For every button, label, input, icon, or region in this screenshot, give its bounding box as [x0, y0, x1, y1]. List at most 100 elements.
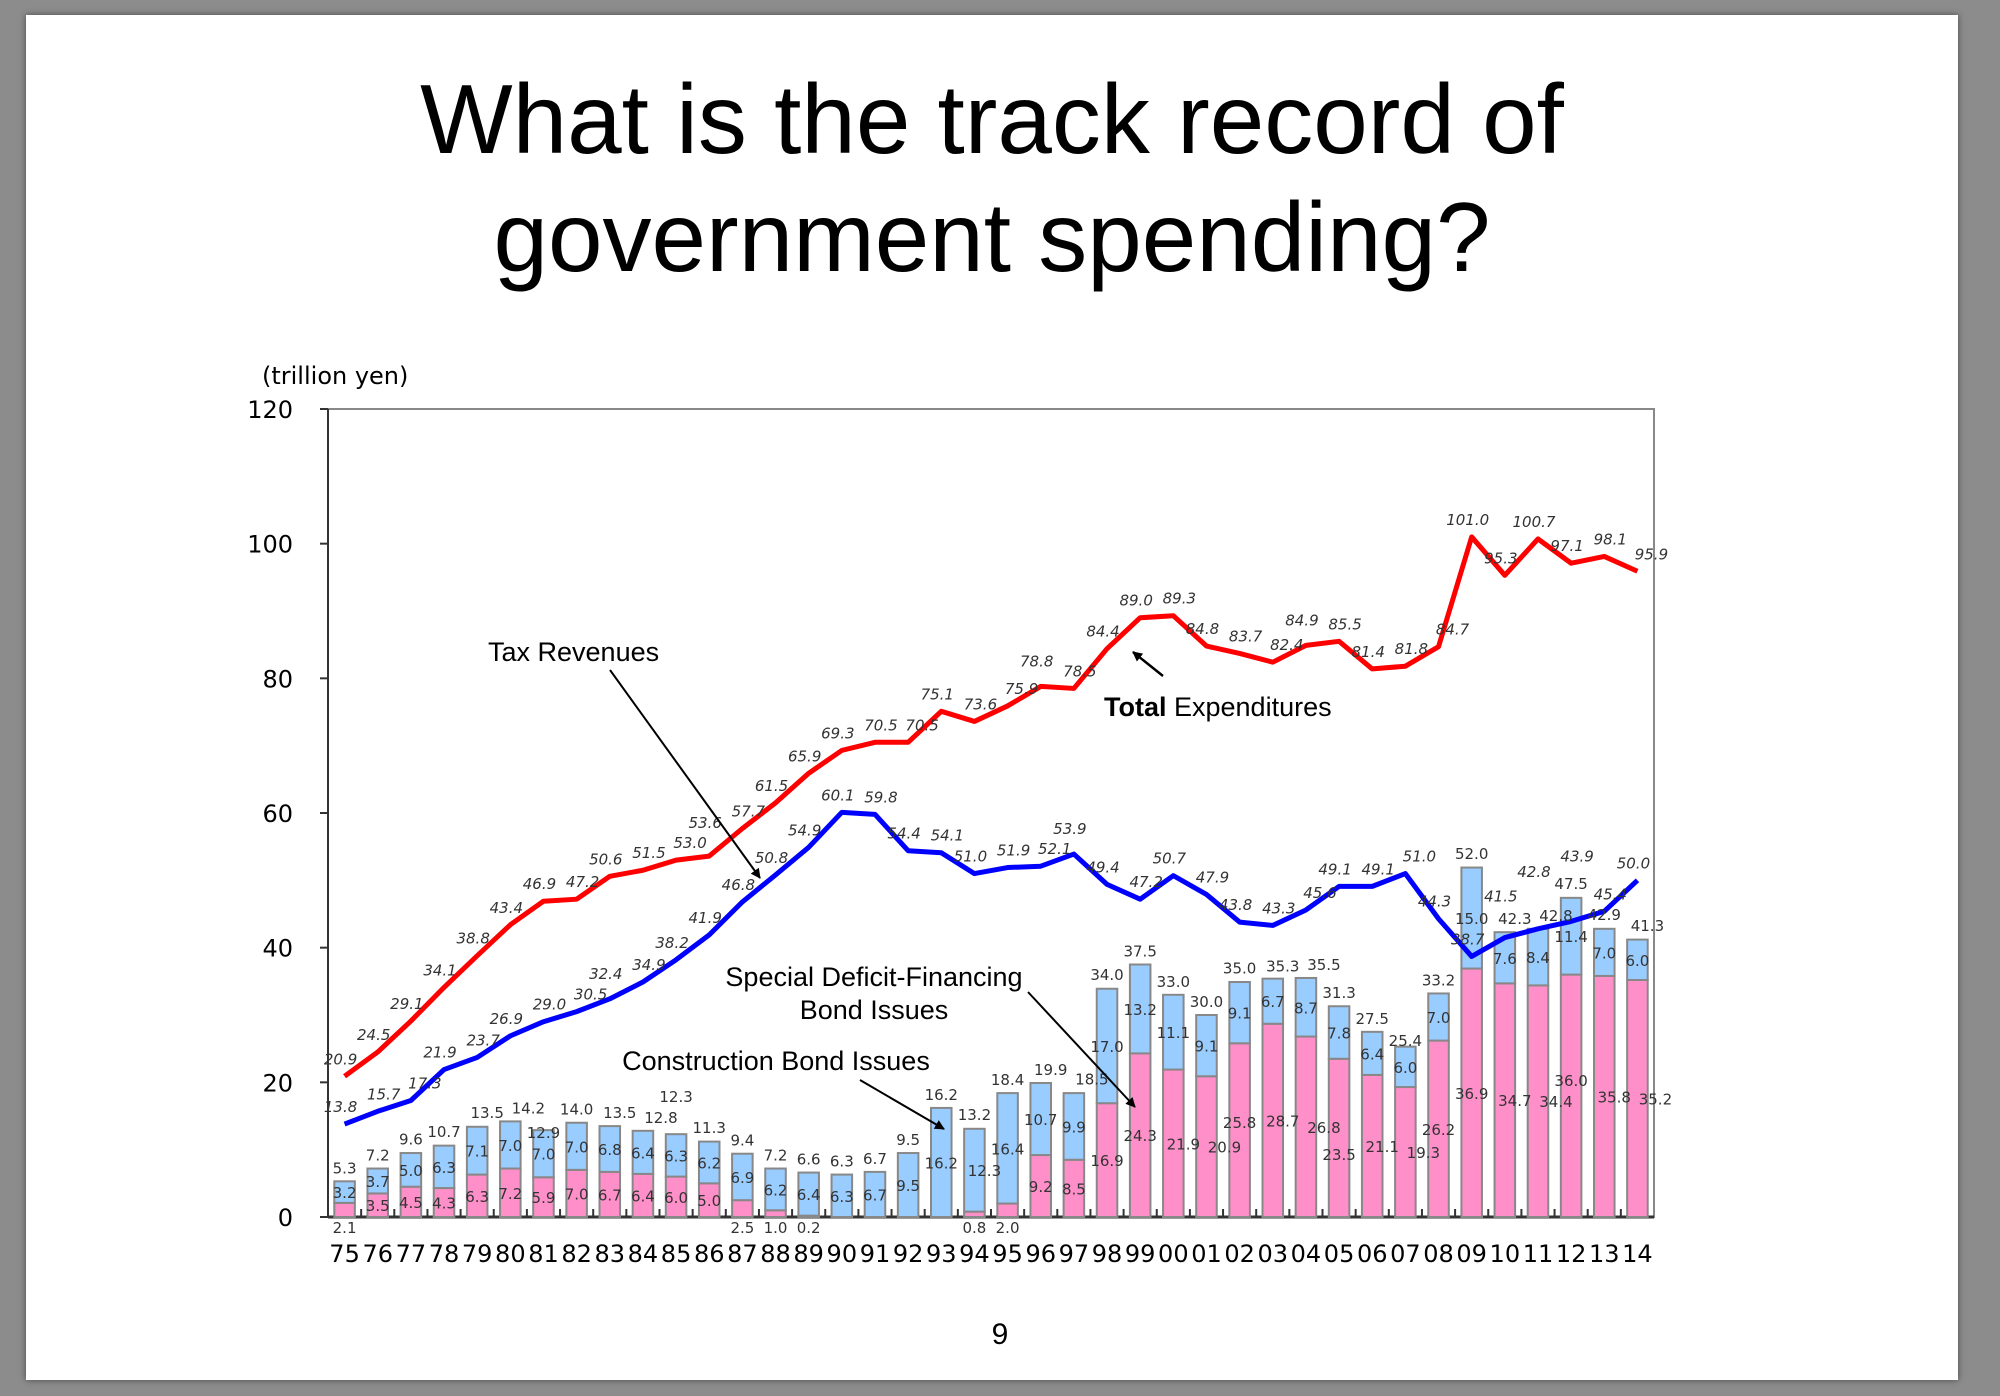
total-expenditures-value-label: 85.5 [1328, 615, 1361, 633]
bond-total-label: 52.0 [1455, 845, 1488, 863]
construction-bond-bar [333, 1180, 356, 1204]
tax-revenues-value-label: 54.4 [887, 825, 920, 843]
construction-bond-value-label: 6.7 [1261, 993, 1285, 1011]
y-tick-label: 0 [278, 1204, 293, 1232]
construction-bond-value-label: 16.4 [991, 1140, 1024, 1158]
construction-bond-value-label: 6.2 [697, 1154, 721, 1172]
construction-bond-value-label: 6.7 [863, 1186, 887, 1204]
tax-revenues-value-label: 43.9 [1560, 847, 1593, 865]
special-deficit-value-label: 6.0 [664, 1189, 688, 1207]
special-deficit-value-label: 25.8 [1223, 1114, 1256, 1132]
special-deficit-value-label: 4.3 [432, 1195, 456, 1213]
construction-bond-value-label: 3.7 [366, 1173, 390, 1191]
special-deficit-value-label: 8.5 [1062, 1180, 1086, 1198]
total-expenditures-value-label: 50.6 [589, 850, 622, 868]
construction-bond-value-label: 6.3 [432, 1159, 456, 1177]
tax-revenues-value-label: 42.8 [1517, 863, 1550, 881]
construction-bond-value-label: 7.0 [565, 1138, 589, 1156]
x-tick-label: 99 [1125, 1240, 1156, 1268]
bond-total-label: 47.5 [1554, 875, 1587, 893]
special-deficit-value-label: 6.4 [631, 1187, 655, 1205]
tax-revenues-value-label: 60.1 [821, 786, 854, 804]
y-tick-label: 100 [247, 531, 293, 559]
construction-bond-bar [565, 1121, 588, 1171]
bond-total-label: 31.3 [1322, 984, 1355, 1002]
total-expenditures-line [343, 534, 1639, 1079]
special-deficit-value-label: 34.7 [1498, 1092, 1531, 1110]
special-deficit-bar [333, 1201, 356, 1218]
construction-bond-bar [499, 1120, 522, 1170]
special-deficit-value-label: 0.8 [962, 1219, 986, 1237]
construction-bond-bar [1062, 1092, 1086, 1161]
special-deficit-value-label: 36.0 [1554, 1072, 1587, 1090]
tax-revenues-value-label: 15.7 [367, 1085, 401, 1103]
special-deficit-value-label: 28.7 [1266, 1112, 1299, 1130]
construction-bond-value-label: 9.1 [1195, 1038, 1219, 1056]
tax-revenues-value-label: 59.8 [864, 788, 897, 806]
title-line-2: government spending? [493, 182, 1491, 292]
tax-revenues-value-label: 50.8 [755, 849, 788, 867]
construction-bond-bar [1195, 1014, 1218, 1078]
total-expenditures-value-label: 101.0 [1446, 511, 1489, 529]
special-deficit-value-label: 3.5 [366, 1197, 390, 1215]
x-tick-label: 01 [1191, 1240, 1222, 1268]
total-expenditures-value-label: 51.5 [632, 844, 665, 862]
special-deficit-value-label: 26.8 [1307, 1119, 1340, 1137]
bond-total-label: 34.0 [1090, 966, 1123, 984]
bond-total-label: 35.3 [1266, 957, 1299, 975]
construction-bond-value-label: 6.0 [1625, 952, 1649, 970]
tax-revenues-value-label: 30.5 [574, 986, 607, 1004]
x-tick-label: 06 [1357, 1240, 1388, 1268]
construction-bond-annotation: Construction Bond Issues [622, 1046, 930, 1076]
tax-revenues-value-label: 43.8 [1219, 896, 1252, 914]
construction-bond-value-label: 9.9 [1062, 1118, 1086, 1136]
tax-revenues-value-label: 45.4 [1594, 885, 1627, 903]
x-tick-label: 94 [959, 1240, 990, 1268]
construction-bond-bar [1029, 1082, 1053, 1157]
bond-total-label: 13.5 [603, 1104, 636, 1122]
construction-bond-bar [1162, 993, 1185, 1071]
total-expenditures-value-label: 70.5 [864, 716, 897, 734]
special-deficit-bar [996, 1202, 1019, 1218]
total-expenditures-value-label: 97.1 [1550, 537, 1583, 555]
total-expenditures-value-label: 29.1 [390, 995, 423, 1013]
y-tick-label: 80 [262, 665, 293, 693]
bond-total-label: 14.0 [560, 1101, 593, 1119]
construction-bond-value-label: 6.4 [631, 1144, 655, 1162]
special-deficit-value-label: 2.5 [730, 1219, 754, 1237]
special-deficit-value-label: 2.1 [333, 1219, 357, 1237]
total-expenditures-value-label: 65.9 [788, 747, 821, 765]
special-deficit-value-label: 7.0 [565, 1185, 589, 1203]
construction-bond-bar [1360, 1030, 1384, 1076]
construction-bond-value-label: 8.7 [1294, 999, 1318, 1017]
tax-revenues-value-label: 51.0 [1403, 848, 1436, 866]
tax-revenues-value-label: 41.5 [1484, 888, 1517, 906]
construction-bond-bar [697, 1140, 721, 1185]
construction-bond-bar [797, 1171, 820, 1217]
bond-total-label: 9.6 [399, 1130, 423, 1148]
bond-total-label: 41.3 [1631, 917, 1664, 935]
construction-bond-value-label: 13.2 [1123, 1001, 1156, 1019]
x-tick-label: 81 [528, 1240, 559, 1268]
page-number: 9 [991, 1318, 1009, 1351]
special-deficit-value-label: 9.2 [1029, 1178, 1053, 1196]
total-expenditures-value-label: 95.9 [1635, 545, 1668, 563]
bond-total-label: 42.8 [1539, 907, 1572, 925]
tax-revenues-value-label: 52.1 [1038, 840, 1071, 858]
total-expenditures-value-label: 61.5 [755, 777, 788, 795]
construction-bond-value-label: 7.0 [1592, 944, 1616, 962]
bond-total-label: 12.8 [644, 1109, 677, 1127]
construction-bond-bar [996, 1092, 1019, 1205]
special-deficit-value-label: 19.3 [1407, 1144, 1440, 1162]
construction-bond-value-label: 3.2 [333, 1184, 357, 1202]
tax-revenues-value-label: 45.6 [1303, 884, 1336, 902]
x-tick-label: 76 [362, 1240, 393, 1268]
x-tick-label: 04 [1291, 1240, 1322, 1268]
special-deficit-value-label: 6.7 [598, 1186, 622, 1204]
x-tick-label: 07 [1390, 1240, 1421, 1268]
construction-bond-bar [929, 1106, 953, 1219]
y-axis-unit-label: (trillion yen) [262, 362, 408, 390]
tax-revenues-value-label: 38.2 [655, 934, 688, 952]
x-tick-label: 82 [561, 1240, 592, 1268]
x-tick-label: 96 [1025, 1240, 1056, 1268]
